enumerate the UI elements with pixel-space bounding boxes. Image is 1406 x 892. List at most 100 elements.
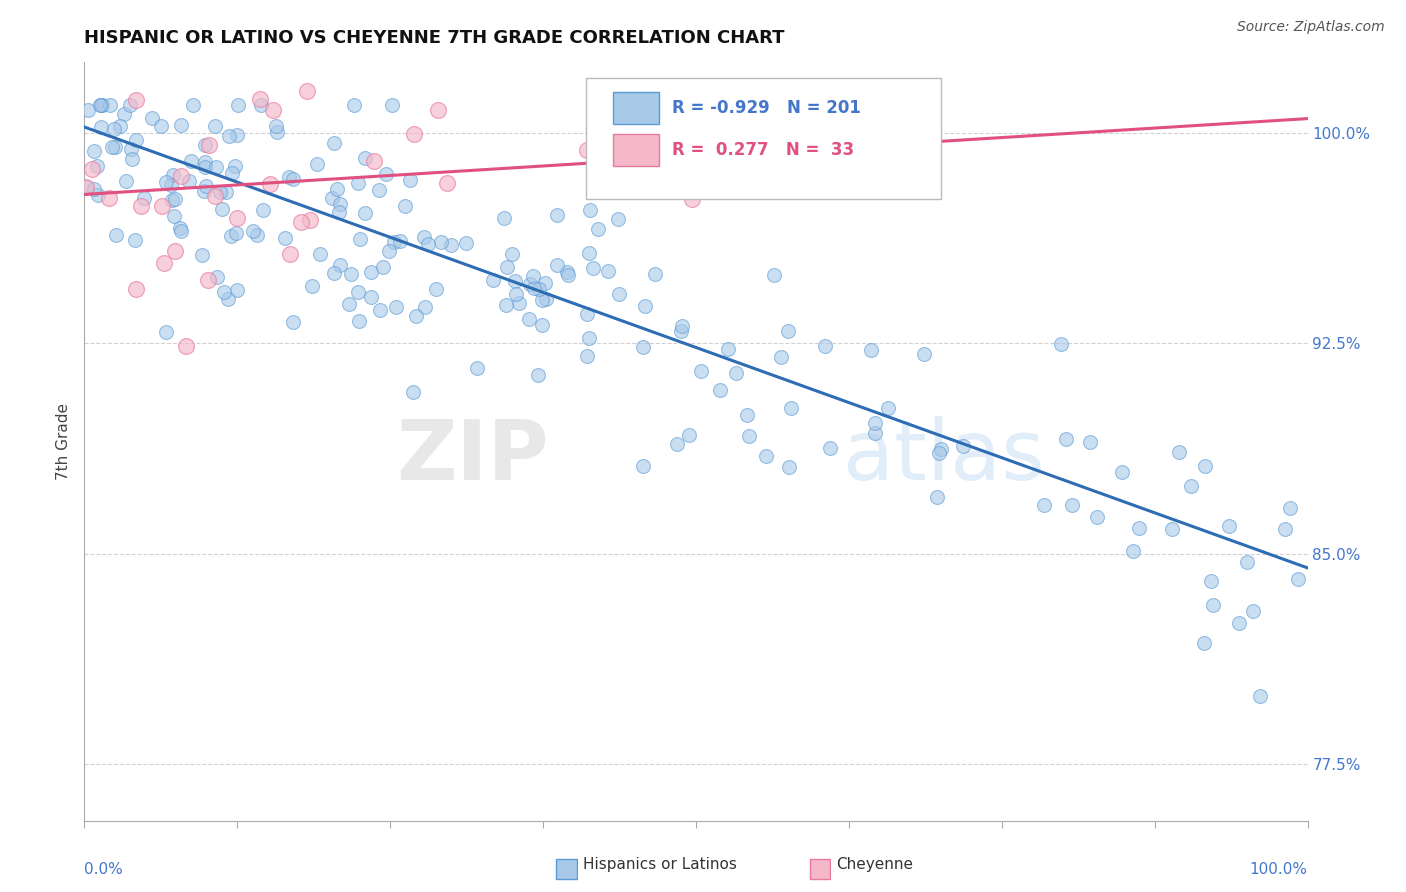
Point [863,425,886,440]
Point [436,176,458,190]
Point [737,408,759,422]
Point [631,340,654,354]
Point [382,235,405,250]
Point [322,136,344,150]
Point [1032,498,1054,512]
Point [219,229,242,244]
Point [194,179,217,194]
Point [1249,689,1271,703]
Point [669,324,692,338]
Text: Cheyenne: Cheyenne [837,857,914,872]
Point [738,428,761,442]
Point [575,144,598,158]
Point [1078,435,1101,450]
Point [492,211,515,225]
Point [779,401,801,416]
Point [588,221,610,235]
Point [465,360,488,375]
Point [82,161,104,176]
Point [252,203,274,218]
FancyBboxPatch shape [613,92,659,124]
Point [530,293,553,307]
Text: HISPANIC OR LATINO VS CHEYENNE 7TH GRADE CORRELATION CHART: HISPANIC OR LATINO VS CHEYENNE 7TH GRADE… [84,29,785,47]
Point [204,189,226,203]
Point [347,176,370,190]
Point [149,119,172,133]
Point [90,97,112,112]
Point [1218,519,1240,533]
Point [198,137,221,152]
Point [343,97,366,112]
Point [90,97,112,112]
Point [194,160,217,174]
Point [762,268,785,282]
Point [194,137,217,152]
Point [427,103,450,118]
Point [353,206,375,220]
Point [546,208,568,222]
Point [1201,598,1223,612]
FancyBboxPatch shape [613,134,659,166]
Point [190,247,212,261]
Point [1085,510,1108,524]
Point [278,169,301,184]
Point [242,224,264,238]
Point [165,192,187,206]
Point [797,83,820,97]
Point [529,282,551,296]
Point [596,263,619,277]
Point [125,93,148,107]
Text: R = -0.929   N = 201: R = -0.929 N = 201 [672,99,860,117]
Point [259,178,281,192]
Point [709,383,731,397]
Bar [810,859,830,879]
Text: Source: ZipAtlas.com: Source: ZipAtlas.com [1237,20,1385,34]
Point [634,299,657,313]
Point [723,97,745,112]
Point [121,152,143,166]
Point [75,180,97,194]
Point [339,297,361,311]
Point [755,449,778,463]
Point [297,83,319,97]
Point [225,226,247,240]
Point [665,437,688,451]
Point [681,192,703,206]
Point [578,331,600,345]
Text: 0.0%: 0.0% [84,863,124,878]
Text: atlas: atlas [842,417,1045,497]
Point [118,97,141,112]
Point [633,458,655,473]
Point [582,260,605,275]
Point [495,298,517,312]
Point [278,246,301,260]
Point [817,97,839,112]
Point [114,173,136,187]
Point [368,183,391,197]
Point [1168,444,1191,458]
Point [108,119,131,133]
Point [174,339,197,353]
Point [347,314,370,328]
Point [1128,520,1150,534]
Point [813,339,835,353]
Point [534,292,557,306]
Point [141,111,163,125]
Point [150,199,173,213]
Point [218,128,240,143]
Point [86,160,108,174]
FancyBboxPatch shape [586,78,941,199]
Point [375,167,398,181]
Point [155,325,177,339]
Point [163,244,186,258]
Point [1054,432,1077,446]
Point [519,277,541,291]
Point [555,265,578,279]
Point [209,185,232,199]
Point [1192,636,1215,650]
Point [329,196,352,211]
Point [305,157,328,171]
Point [576,307,599,321]
Point [363,153,385,168]
Point [181,97,204,112]
